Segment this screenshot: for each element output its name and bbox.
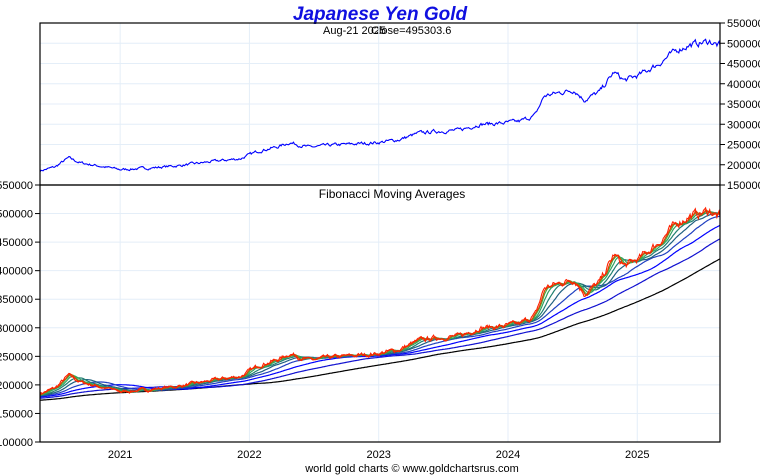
bottom-y-tick-label: 400000 [0, 266, 33, 278]
moving-average-line [39, 211, 721, 396]
bottom-panel-grid [40, 185, 720, 442]
top-y-tick-label: 150000 [727, 180, 760, 192]
moving-average-line [40, 238, 721, 399]
footer-credit: world gold charts © www.goldchartsrus.co… [304, 463, 519, 475]
chart-date: Aug-21 2025 [323, 25, 386, 37]
x-tick-label: 2022 [237, 449, 261, 461]
bottom-y-tick-label: 100000 [0, 437, 33, 449]
top-y-tick-label: 300000 [727, 119, 760, 131]
top-y-tick-label: 550000 [727, 18, 760, 30]
x-tick-label: 2023 [366, 449, 390, 461]
top-y-tick-label: 200000 [727, 160, 760, 172]
price-line [39, 206, 721, 396]
top-y-tick-label: 350000 [727, 99, 760, 111]
x-tick-label: 2021 [108, 449, 132, 461]
chart-title: Japanese Yen Gold [293, 4, 468, 25]
bottom-y-tick-label: 350000 [0, 294, 33, 306]
top-y-tick-label: 250000 [727, 140, 760, 152]
chart-close: Close=495303.6 [371, 25, 451, 37]
bottom-y-tick-label: 200000 [0, 380, 33, 392]
bottom-y-tick-label: 300000 [0, 323, 33, 335]
x-tick-label: 2024 [496, 449, 520, 461]
price-line [39, 38, 721, 173]
x-axis: 2021 2022 2023 2024 2025 [108, 449, 650, 461]
moving-average-line [39, 212, 721, 397]
top-y-tick-label: 450000 [727, 59, 760, 71]
moving-average-line [39, 224, 721, 398]
bottom-panel-title: Fibonacci Moving Averages [319, 187, 466, 201]
top-panel-series [39, 38, 721, 173]
x-tick-label: 2025 [625, 449, 649, 461]
bottom-y-tick-label: 250000 [0, 351, 33, 363]
moving-average-line [39, 210, 721, 396]
bottom-y-tick-label: 150000 [0, 408, 33, 420]
moving-average-line [39, 211, 721, 396]
bottom-y-tick-label: 550000 [0, 180, 33, 192]
moving-average-line [39, 209, 721, 396]
bottom-y-tick-label: 450000 [0, 237, 33, 249]
top-panel-grid [40, 23, 720, 185]
top-y-tick-label: 400000 [727, 79, 760, 91]
bottom-panel-frame [39, 184, 721, 443]
bottom-panel-series [39, 206, 721, 401]
moving-average-line [39, 215, 721, 397]
